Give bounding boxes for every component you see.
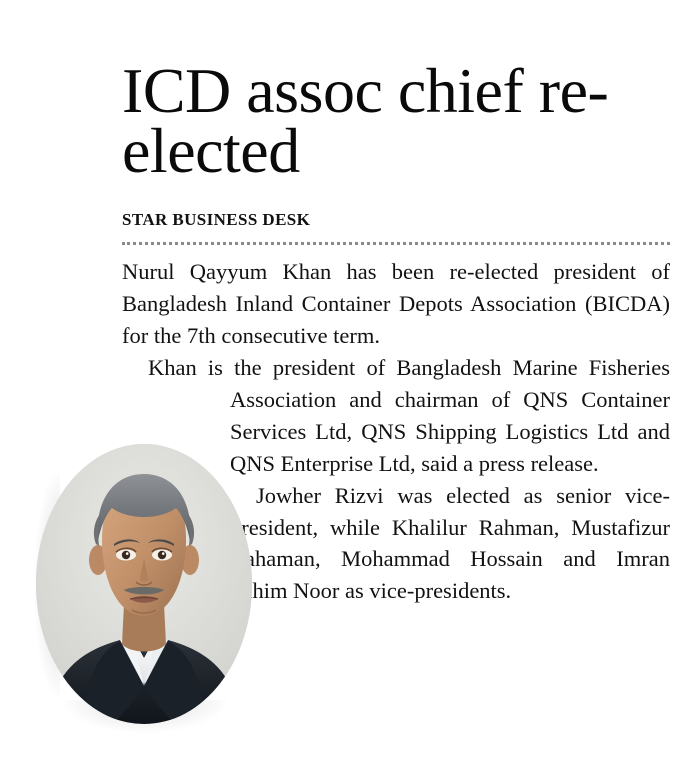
article-body: Nurul Qayyum Khan has been re-elected pr…: [122, 256, 670, 644]
portrait-illustration: [36, 444, 252, 724]
paragraph-2-text: Khan is the president of Bangladesh Mari…: [148, 354, 670, 476]
paragraph-1: Nurul Qayyum Khan has been re-elected pr…: [122, 259, 670, 348]
portrait-photo: [36, 444, 252, 724]
byline: STAR BUSINESS DESK: [122, 210, 311, 229]
dotted-divider: [122, 238, 670, 245]
paragraph-3: Jowher Rizvi was elected as senior vice-…: [230, 482, 670, 604]
paragraph-2: Khan is the president of Bangladesh Mari…: [122, 352, 670, 480]
page-title: ICD assoc chief re-elected: [122, 54, 609, 187]
